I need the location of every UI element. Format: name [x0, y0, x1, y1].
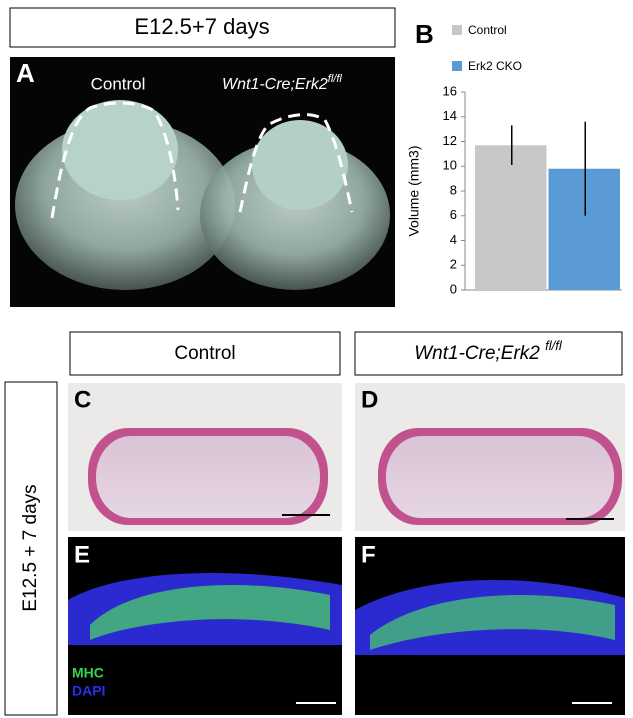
bar [548, 168, 620, 290]
label-main: Wnt1-Cre;Erk2 [222, 76, 328, 93]
label-sup: fl/fl [328, 73, 343, 85]
bar-chart: B 0 2 4 6 8 10 12 14 16 Volume (mm3) Control Erk2 CK… [406, 19, 622, 296]
header-box [4, 381, 58, 716]
stain-label: DAPI [72, 683, 105, 699]
legend-swatch [452, 61, 462, 71]
panel-label: C [74, 386, 91, 413]
row-header: E12.5 + 7 days [20, 484, 41, 611]
y-tick-label: 10 [443, 158, 457, 173]
panel-label: D [361, 386, 378, 413]
tissue [62, 100, 178, 200]
y-tick-label: 16 [443, 83, 457, 98]
outline [50, 101, 180, 219]
section [96, 436, 320, 518]
panel-label: E [74, 541, 90, 568]
mhc-signal [90, 585, 330, 640]
bar [475, 145, 547, 290]
header-box [69, 331, 341, 376]
y-tick-label: 4 [450, 232, 457, 247]
group-label: Control [91, 74, 146, 93]
figure-title: E12.5+7 days [134, 14, 269, 39]
stain-label: MHC [72, 665, 104, 681]
y-tick-label: 0 [450, 281, 457, 296]
header-box [354, 331, 623, 376]
y-tick-label: 8 [450, 182, 457, 197]
legend-label: Erk2 CKO [468, 59, 522, 73]
mhc-signal [370, 595, 615, 650]
panel-label: A [16, 58, 35, 88]
section [386, 436, 614, 518]
y-tick-label: 6 [450, 207, 457, 222]
legend-swatch [452, 25, 462, 35]
outline [238, 113, 354, 213]
y-tick-label: 12 [443, 133, 457, 148]
y-axis-label: Volume (mm3) [406, 145, 422, 236]
legend-label: Control [468, 23, 507, 37]
tissue [252, 120, 348, 210]
y-tick-label: 2 [450, 257, 457, 272]
column-header: Control [174, 343, 235, 364]
panel-label: F [361, 541, 376, 568]
title-box [9, 7, 396, 48]
y-tick-label: 14 [443, 108, 457, 123]
label-sup: fl/fl [545, 338, 563, 353]
column-header: Wnt1-Cre;Erk2 fl/fl [414, 338, 563, 364]
label-main: Wnt1-Cre;Erk2 [414, 343, 545, 364]
group-label: Wnt1-Cre;Erk2fl/fl [222, 73, 342, 93]
panel-label: B [415, 19, 434, 49]
